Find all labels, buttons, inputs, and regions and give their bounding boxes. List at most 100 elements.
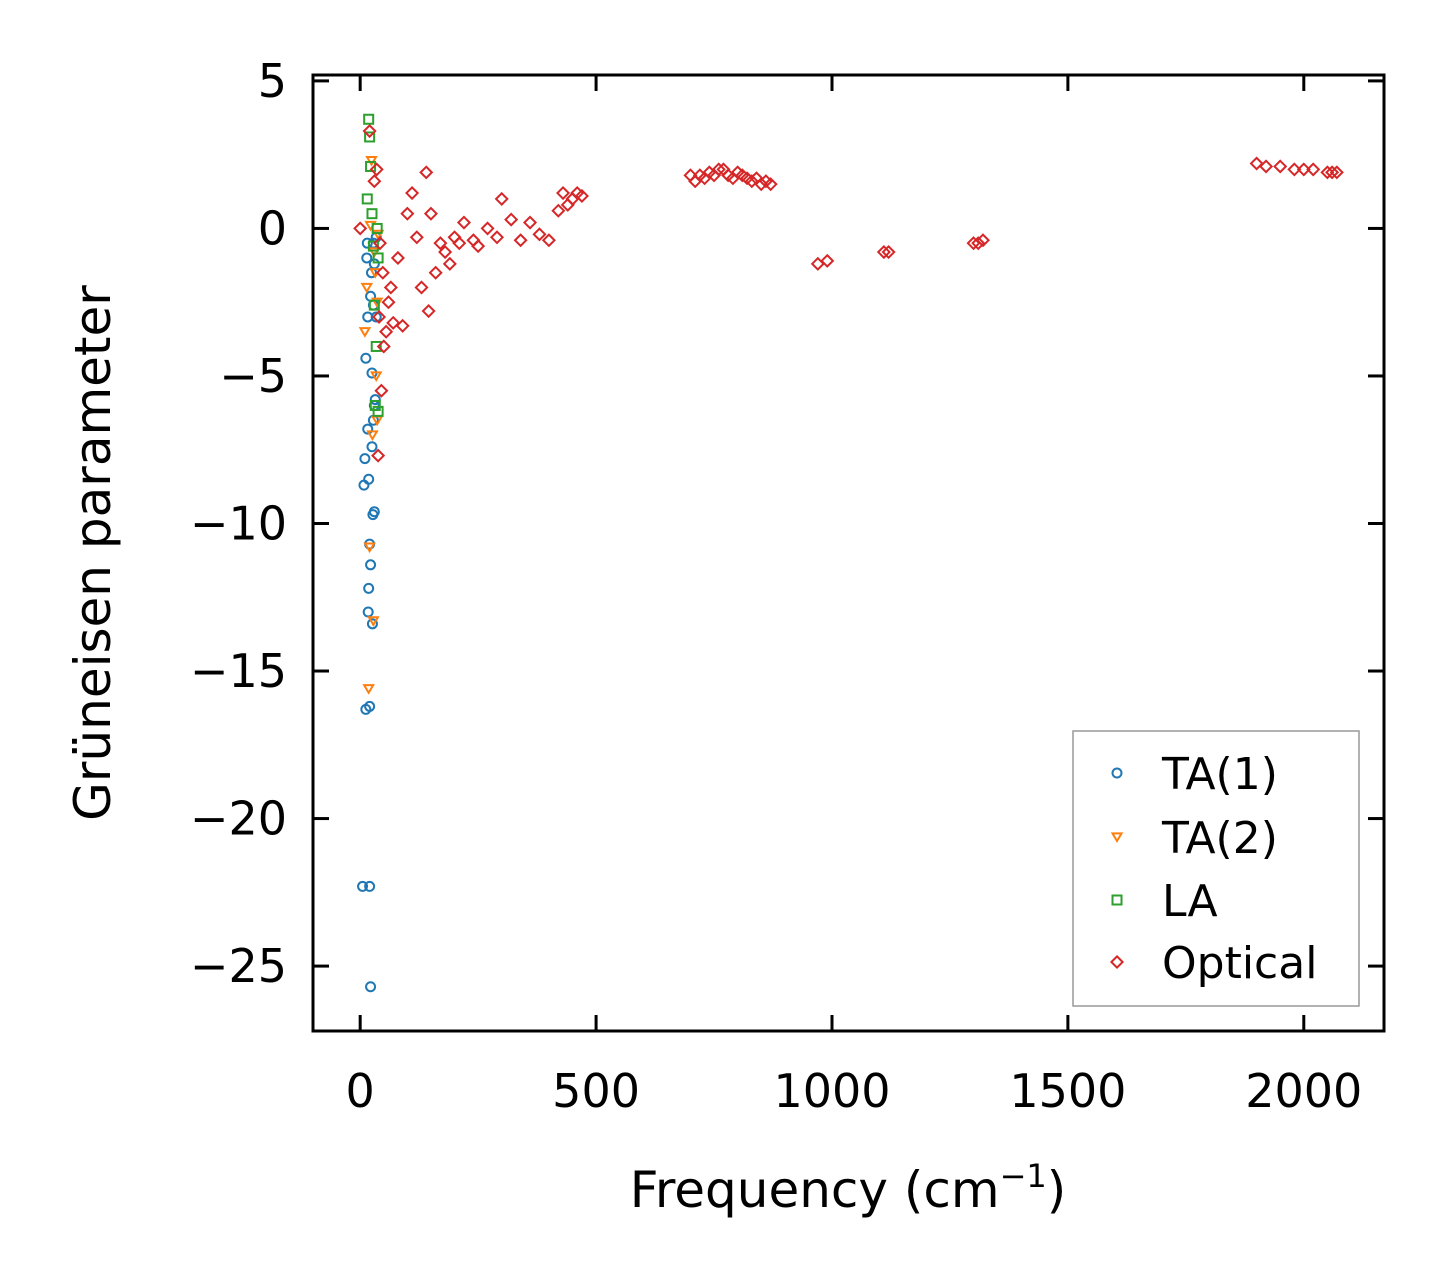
x-tick-label-2000: 2000: [1245, 1064, 1362, 1118]
point-optical-74: [1287, 162, 1302, 177]
plot-frame: [311, 73, 1386, 1033]
point-ta1-0: [357, 880, 369, 892]
x-tick-label-500: 500: [552, 1064, 640, 1118]
point-optical-28: [452, 236, 467, 251]
point-optical-11: [381, 295, 396, 310]
point-ta1-14: [364, 880, 376, 892]
point-ta1-11: [363, 582, 375, 594]
point-optical-18: [409, 230, 424, 245]
point-optical-15: [395, 318, 410, 333]
point-optical-41: [556, 185, 571, 201]
point-optical-22: [423, 206, 438, 221]
point-optical-16: [400, 206, 415, 221]
x-axis-label: Frequency (cm−1): [630, 1157, 1067, 1219]
point-ta1-15: [365, 981, 377, 993]
point-optical-6: [372, 236, 388, 251]
data-points: [353, 113, 1344, 993]
point-optical-52: [711, 162, 726, 177]
point-optical-12: [383, 280, 398, 295]
point-ta2-1: [360, 282, 374, 294]
point-ta1-5: [361, 252, 373, 264]
point-optical-29: [456, 215, 472, 230]
legend-label-ta2: TA(2): [1161, 813, 1278, 864]
point-optical-70: [975, 233, 991, 248]
y-tick-label-5: 5: [258, 54, 287, 108]
y-tick-label--10: −10: [190, 496, 287, 550]
point-optical-36: [513, 233, 528, 248]
point-la-11: [372, 405, 384, 417]
point-ta1-6: [361, 237, 373, 249]
point-optical-24: [433, 236, 448, 251]
point-ta1-8: [362, 423, 374, 435]
point-optical-69: [971, 236, 986, 251]
point-optical-71: [1249, 156, 1264, 171]
legend-label-la: LA: [1162, 876, 1218, 927]
legend-marker-ta1: [1111, 767, 1123, 779]
point-ta1-2: [359, 453, 371, 465]
point-ta1-21: [366, 618, 378, 630]
point-optical-1: [362, 124, 377, 139]
point-optical-77: [1320, 165, 1335, 180]
point-la-4: [366, 208, 378, 220]
legend-label-optical: Optical: [1162, 938, 1317, 989]
point-optical-10: [379, 324, 394, 339]
point-optical-75: [1296, 162, 1311, 177]
point-ta2-8: [368, 247, 381, 259]
point-la-9: [371, 222, 383, 234]
y-tick-label--20: −20: [190, 792, 287, 846]
point-optical-72: [1259, 159, 1274, 174]
point-optical-79: [1329, 165, 1344, 180]
point-optical-31: [471, 239, 486, 254]
point-optical-14: [390, 250, 405, 265]
point-optical-17: [405, 185, 420, 201]
point-optical-65: [820, 253, 835, 268]
point-optical-73: [1273, 159, 1288, 174]
point-ta1-30: [370, 311, 382, 323]
point-optical-45: [574, 188, 589, 204]
point-optical-9: [376, 339, 391, 354]
point-optical-39: [541, 233, 556, 248]
y-tick-label--25: −25: [190, 939, 287, 993]
point-optical-40: [551, 203, 566, 218]
point-la-7: [369, 399, 381, 411]
x-tick-label-0: 0: [346, 1064, 375, 1118]
point-la-2: [364, 131, 376, 143]
point-optical-8: [375, 265, 390, 280]
x-tick-label-1000: 1000: [773, 1064, 890, 1118]
point-ta1-16: [365, 559, 377, 571]
legend-marker-la: [1111, 894, 1123, 906]
y-tick-label--15: −15: [190, 644, 287, 698]
point-ta2-10: [369, 371, 383, 382]
point-ta1-26: [368, 506, 380, 518]
point-optical-35: [504, 212, 519, 227]
point-optical-37: [522, 215, 538, 230]
axis-ticks: 0 500 1000 1500 2000 5 0 −5 −10 −15 −20 −25: [190, 54, 1384, 1118]
point-optical-21: [421, 304, 436, 319]
point-ta2-5: [365, 155, 378, 167]
x-tick-label-1500: 1500: [1009, 1064, 1126, 1118]
point-ta1-9: [362, 606, 374, 618]
y-tick-label-0: 0: [258, 201, 287, 255]
point-la-8: [370, 340, 382, 352]
point-ta1-20: [366, 441, 378, 453]
point-optical-2: [367, 174, 382, 189]
point-la-6: [368, 299, 380, 311]
point-optical-7: [374, 383, 389, 398]
point-la-0: [361, 193, 373, 205]
legend-marker-optical: [1109, 954, 1125, 970]
legend-markers: [1109, 767, 1125, 970]
point-optical-59: [744, 174, 759, 189]
point-ta1-29: [369, 394, 381, 406]
point-ta2-13: [371, 229, 385, 241]
point-ta2-6: [366, 430, 379, 441]
y-tick-label--5: −5: [219, 349, 287, 403]
point-optical-13: [386, 315, 401, 330]
point-optical-63: [763, 177, 778, 192]
point-optical-3: [369, 162, 384, 177]
y-axis-label: Grüneisen parameter: [64, 285, 122, 821]
legend-marker-ta2: [1110, 832, 1124, 844]
point-ta1-4: [360, 352, 372, 364]
point-optical-5: [372, 309, 387, 324]
point-optical-34: [494, 191, 509, 206]
